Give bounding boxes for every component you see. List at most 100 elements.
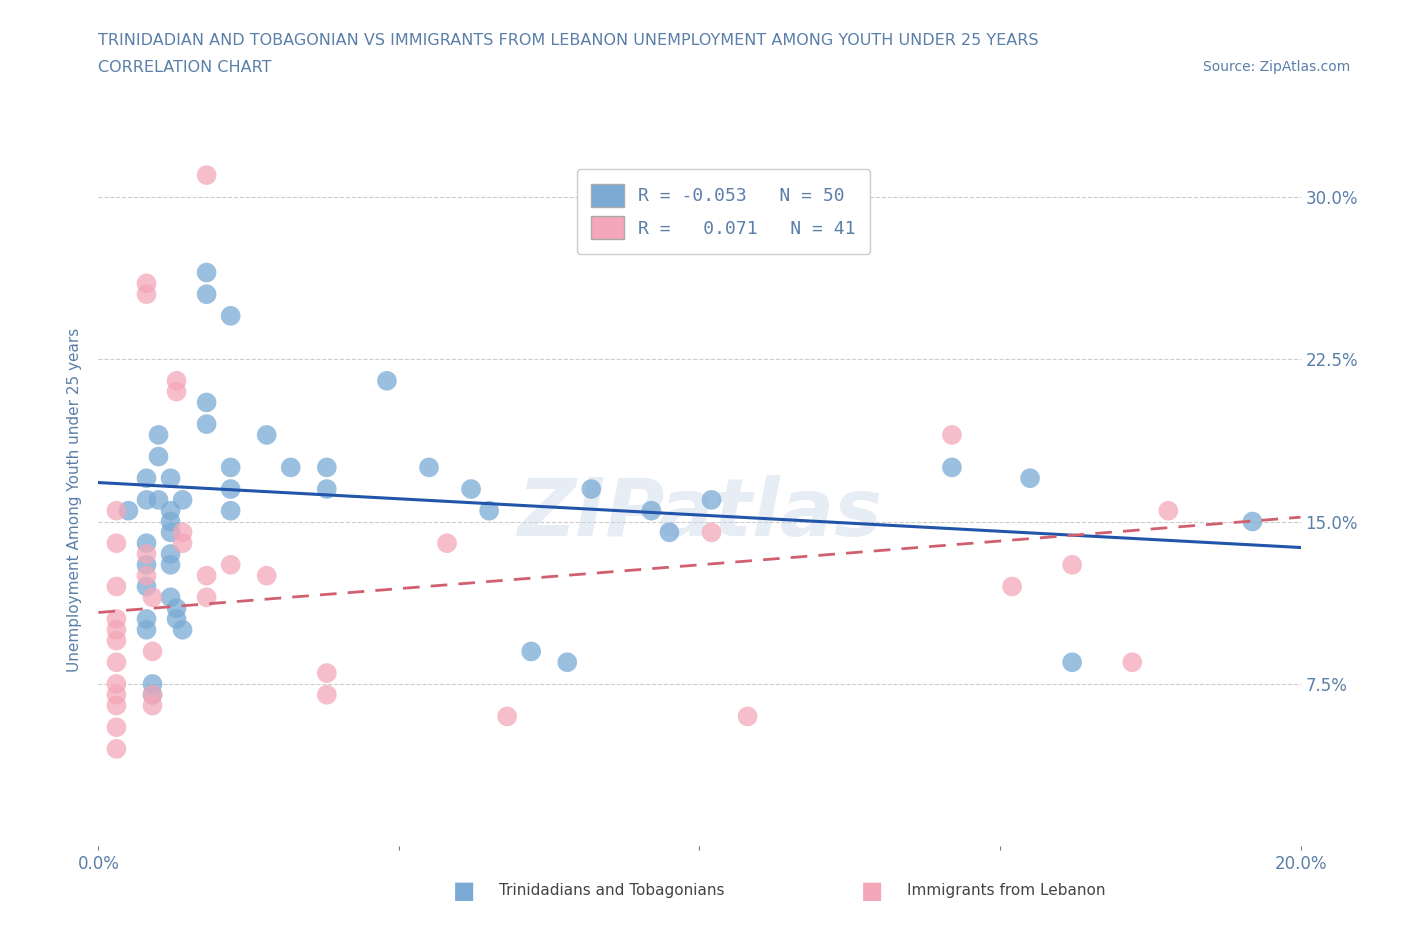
Point xyxy=(581,482,603,497)
Text: CORRELATION CHART: CORRELATION CHART xyxy=(98,60,271,75)
Y-axis label: Unemployment Among Youth under 25 years: Unemployment Among Youth under 25 years xyxy=(67,327,83,672)
Text: Immigrants from Lebanon: Immigrants from Lebanon xyxy=(907,884,1105,898)
Legend: R = -0.053   N = 50, R =   0.071   N = 41: R = -0.053 N = 50, R = 0.071 N = 41 xyxy=(576,169,870,254)
Point xyxy=(172,493,194,508)
Point xyxy=(135,493,157,508)
Point xyxy=(555,655,578,670)
Point xyxy=(1157,503,1180,518)
Point xyxy=(172,622,194,637)
Point xyxy=(195,417,218,432)
Point xyxy=(105,741,128,756)
Point xyxy=(172,525,194,539)
Point xyxy=(105,612,128,627)
Point xyxy=(1019,471,1042,485)
Point xyxy=(496,709,519,724)
Point xyxy=(105,655,128,670)
Point xyxy=(166,384,188,399)
Point xyxy=(159,503,181,518)
Point xyxy=(1121,655,1143,670)
Point xyxy=(141,644,163,658)
Point xyxy=(256,568,278,583)
Point xyxy=(658,525,681,539)
Point xyxy=(105,503,128,518)
Text: ■: ■ xyxy=(453,879,475,903)
Point xyxy=(141,687,163,702)
Point xyxy=(941,428,963,443)
Point xyxy=(700,525,723,539)
Point xyxy=(1001,579,1024,594)
Point xyxy=(315,687,337,702)
Point xyxy=(640,503,662,518)
Point xyxy=(159,547,181,562)
Text: Source: ZipAtlas.com: Source: ZipAtlas.com xyxy=(1202,60,1350,74)
Point xyxy=(105,698,128,713)
Point xyxy=(135,568,157,583)
Point xyxy=(737,709,759,724)
Point xyxy=(219,460,242,475)
Point xyxy=(256,428,278,443)
Point xyxy=(159,471,181,485)
Text: ■: ■ xyxy=(860,879,883,903)
Point xyxy=(219,557,242,572)
Point xyxy=(375,373,398,388)
Point xyxy=(148,449,170,464)
Point xyxy=(700,493,723,508)
Text: TRINIDADIAN AND TOBAGONIAN VS IMMIGRANTS FROM LEBANON UNEMPLOYMENT AMONG YOUTH U: TRINIDADIAN AND TOBAGONIAN VS IMMIGRANTS… xyxy=(98,33,1039,47)
Point xyxy=(166,612,188,627)
Point xyxy=(460,482,482,497)
Point xyxy=(172,536,194,551)
Point xyxy=(195,568,218,583)
Point xyxy=(280,460,302,475)
Point xyxy=(219,503,242,518)
Point xyxy=(141,676,163,691)
Point xyxy=(135,547,157,562)
Point xyxy=(105,536,128,551)
Text: Trinidadians and Tobagonians: Trinidadians and Tobagonians xyxy=(499,884,724,898)
Point xyxy=(135,286,157,301)
Point xyxy=(135,557,157,572)
Point xyxy=(1241,514,1264,529)
Point xyxy=(1062,557,1084,572)
Point xyxy=(159,557,181,572)
Point xyxy=(141,687,163,702)
Point xyxy=(141,698,163,713)
Point xyxy=(135,612,157,627)
Point xyxy=(105,579,128,594)
Point xyxy=(418,460,440,475)
Point xyxy=(219,309,242,324)
Point xyxy=(159,514,181,529)
Point xyxy=(315,666,337,681)
Point xyxy=(105,622,128,637)
Point xyxy=(1062,655,1084,670)
Point xyxy=(315,482,337,497)
Point xyxy=(195,395,218,410)
Point xyxy=(135,579,157,594)
Point xyxy=(478,503,501,518)
Point xyxy=(195,167,218,182)
Point xyxy=(135,471,157,485)
Point xyxy=(159,590,181,604)
Point xyxy=(135,622,157,637)
Point xyxy=(135,536,157,551)
Point xyxy=(105,720,128,735)
Point xyxy=(195,286,218,301)
Point xyxy=(105,676,128,691)
Point xyxy=(148,428,170,443)
Point xyxy=(148,493,170,508)
Point xyxy=(520,644,543,658)
Point xyxy=(159,525,181,539)
Point xyxy=(166,601,188,616)
Point xyxy=(105,633,128,648)
Point xyxy=(195,590,218,604)
Point xyxy=(117,503,139,518)
Point xyxy=(195,265,218,280)
Point xyxy=(941,460,963,475)
Point xyxy=(436,536,458,551)
Point xyxy=(105,687,128,702)
Point xyxy=(166,373,188,388)
Point xyxy=(219,482,242,497)
Point xyxy=(315,460,337,475)
Text: ZIPatlas: ZIPatlas xyxy=(517,474,882,552)
Point xyxy=(141,590,163,604)
Point xyxy=(135,276,157,291)
